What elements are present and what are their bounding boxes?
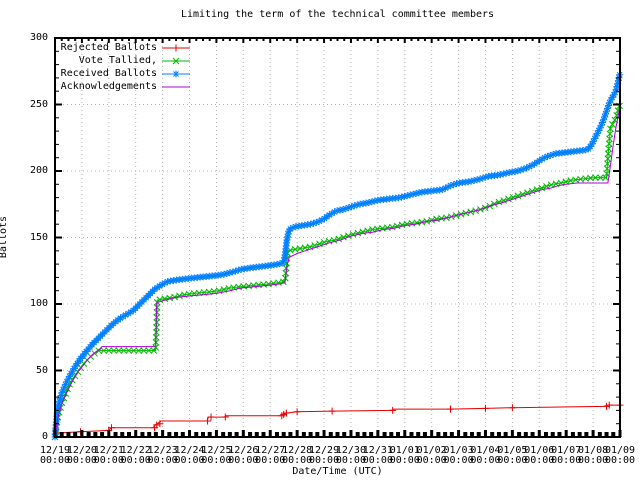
x-tick-label-12-20: 12/20 00:00 (66, 445, 97, 466)
x-tick-label-12-31: 12/31 00:00 (362, 445, 393, 466)
x-tick-label-12-30: 12/30 00:00 (335, 445, 366, 466)
x-tick-label-01-07: 01/07 00:00 (551, 445, 582, 466)
y-tick-label-0: 0 (41, 431, 48, 442)
x-tick-label-12-23: 12/23 00:00 (147, 445, 178, 466)
series-received (51, 71, 624, 441)
series-received-line (54, 72, 621, 438)
x-tick-label-12-26: 12/26 00:00 (228, 445, 259, 466)
chart-title: Limiting the term of the technical commi… (180, 9, 495, 20)
legend-sample-tallied (162, 57, 190, 65)
legend-label-rejected: Rejected Ballots (60, 42, 157, 53)
x-tick-label-12-28: 12/28 00:00 (282, 445, 313, 466)
x-tick-label-01-01: 01/01 00:00 (389, 445, 420, 466)
legend-sample-received (162, 70, 190, 78)
x-tick-label-01-09: 01/09 00:00 (604, 445, 636, 466)
legend-label-received: Received Ballots (60, 68, 157, 79)
y-tick-label-200: 200 (29, 165, 48, 176)
legend-label-acknowledgements: Acknowledgements (60, 81, 157, 92)
y-tick-label-250: 250 (29, 98, 48, 110)
series-acknowledgements (54, 107, 621, 438)
series-acknowledgements-line (54, 107, 621, 438)
y-tick-label-150: 150 (29, 231, 48, 243)
x-tick-label-12-22: 12/22 00:00 (120, 445, 151, 466)
grid-lines (55, 37, 621, 437)
y-tick-label-300: 300 (29, 32, 48, 43)
x-axis-label: Date/Time (UTC) (292, 466, 383, 477)
series-tallied-markers (51, 102, 623, 441)
x-tick-label-01-02: 01/02 00:00 (416, 445, 447, 466)
x-tick-label-12-25: 12/25 00:00 (201, 445, 232, 466)
x-tick-label-01-05: 01/05 00:00 (497, 445, 528, 466)
x-tick-label-01-06: 01/06 00:00 (524, 445, 555, 466)
legend-sample-rejected (162, 44, 190, 52)
legend-label-tallied: Vote Tallied, (78, 55, 157, 66)
x-tick-label-01-04: 01/04 00:00 (470, 445, 501, 466)
tick-marks (53, 37, 622, 438)
x-tick-label-12-19: 12/19 00:00 (39, 445, 71, 466)
x-tick-label-12-27: 12/27 00:00 (255, 445, 286, 466)
series-tallied (51, 102, 623, 441)
series-received-markers (51, 71, 624, 441)
x-tick-label-12-29: 12/29 00:00 (308, 445, 340, 466)
x-tick-label-01-08: 01/08 00:00 (578, 445, 609, 466)
y-tick-label-50: 50 (35, 364, 48, 376)
y-tick-label-100: 100 (29, 298, 48, 309)
x-tick-label-12-21: 12/21 00:00 (93, 445, 124, 466)
x-tick-label-12-24: 12/24 00:00 (174, 445, 205, 466)
series-tallied-line (54, 104, 621, 438)
y-axis-label: Ballots (0, 215, 9, 259)
x-tick-label-01-03: 01/03 00:00 (443, 445, 474, 466)
